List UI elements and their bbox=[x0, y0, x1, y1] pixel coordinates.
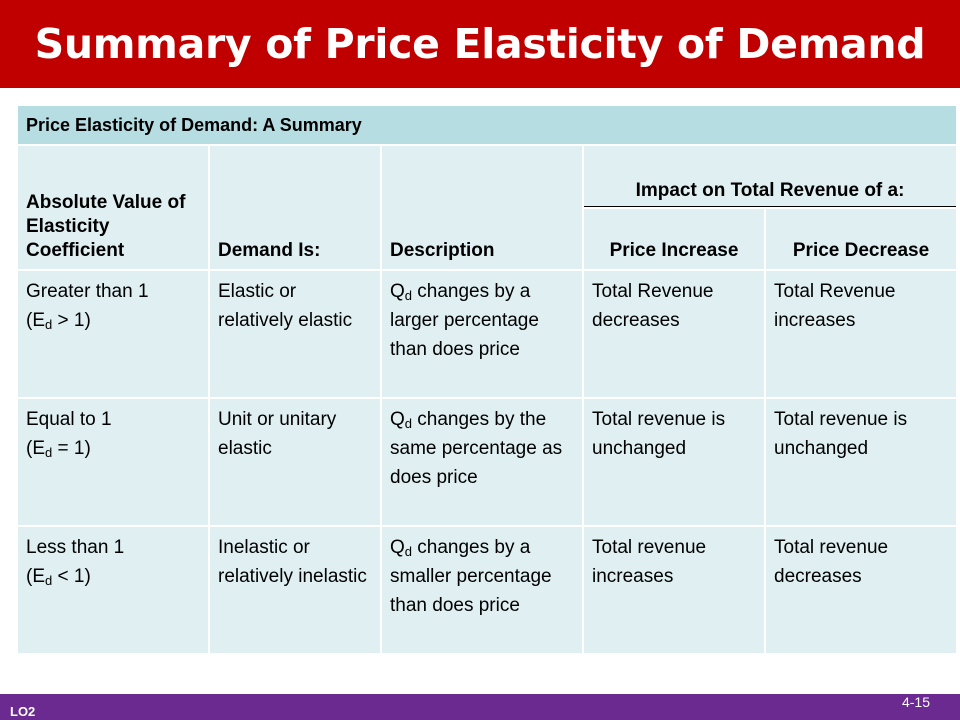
price-increase-cell: Total revenue is unchanged bbox=[584, 399, 764, 525]
description-cell: Qd changes by the same percentage as doe… bbox=[382, 399, 582, 525]
coefficient-cell: Less than 1 (Ed < 1) bbox=[18, 527, 208, 653]
coefficient-label: Greater than 1 bbox=[26, 281, 149, 302]
title-bar: Summary of Price Elasticity of Demand bbox=[0, 0, 960, 88]
price-decrease-cell: Total revenue decreases bbox=[766, 527, 957, 653]
footer-bar: LO2 4-15 bbox=[0, 694, 960, 720]
table-row: Less than 1 (Ed < 1) Inelastic or relati… bbox=[18, 527, 957, 653]
coefficient-cell: Greater than 1 (Ed > 1) bbox=[18, 271, 208, 397]
learning-objective-label: LO2 bbox=[10, 704, 36, 719]
table-row: Greater than 1 (Ed > 1) Elastic or relat… bbox=[18, 271, 957, 397]
header-price-decrease: Price Decrease bbox=[766, 209, 957, 269]
demand-is-cell: Elastic or relatively elastic bbox=[210, 271, 380, 397]
demand-is-cell: Unit or unitary elastic bbox=[210, 399, 380, 525]
coefficient-expression: (Ed > 1) bbox=[26, 310, 91, 332]
description-cell: Qd changes by a smaller percentage than … bbox=[382, 527, 582, 653]
coefficient-expression: (Ed = 1) bbox=[26, 438, 91, 460]
elasticity-summary-table: Price Elasticity of Demand: A Summary Ab… bbox=[16, 104, 958, 655]
demand-is-cell: Inelastic or relatively inelastic bbox=[210, 527, 380, 653]
table-row: Equal to 1 (Ed = 1) Unit or unitary elas… bbox=[18, 399, 957, 525]
page-number: 4-15 bbox=[901, 694, 930, 710]
header-abs-value: Absolute Value of Elasticity Coefficient bbox=[18, 146, 208, 269]
description-cell: Qd changes by a larger percentage than d… bbox=[382, 271, 582, 397]
coefficient-label: Equal to 1 bbox=[26, 409, 112, 430]
coefficient-expression: (Ed < 1) bbox=[26, 566, 91, 588]
summary-table-container: Price Elasticity of Demand: A Summary Ab… bbox=[16, 104, 957, 655]
table-caption: Price Elasticity of Demand: A Summary bbox=[18, 106, 957, 144]
header-price-increase: Price Increase bbox=[584, 209, 764, 269]
price-decrease-cell: Total revenue is unchanged bbox=[766, 399, 957, 525]
coefficient-label: Less than 1 bbox=[26, 537, 125, 558]
price-increase-cell: Total revenue increases bbox=[584, 527, 764, 653]
coefficient-cell: Equal to 1 (Ed = 1) bbox=[18, 399, 208, 525]
header-demand-is: Demand Is: bbox=[210, 146, 380, 269]
slide-title: Summary of Price Elasticity of Demand bbox=[34, 20, 926, 68]
price-increase-cell: Total Revenue decreases bbox=[584, 271, 764, 397]
header-description: Description bbox=[382, 146, 582, 269]
header-impact: Impact on Total Revenue of a: bbox=[584, 146, 957, 207]
price-decrease-cell: Total Revenue increases bbox=[766, 271, 957, 397]
